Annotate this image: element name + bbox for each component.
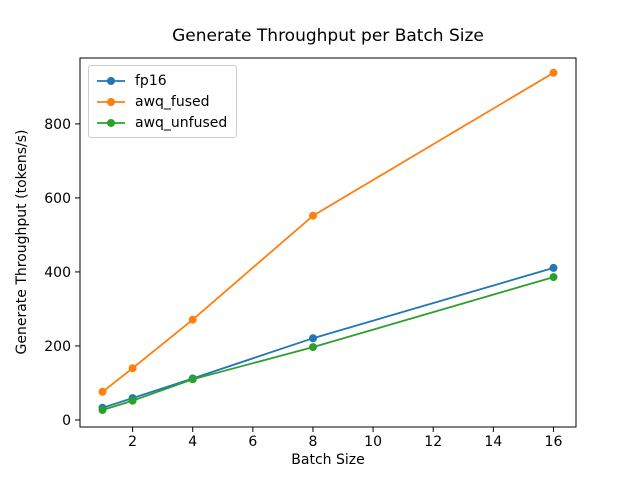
legend-entry-awq_unfused: awq_unfused	[96, 112, 227, 133]
data-point-awq_fused	[549, 68, 558, 77]
data-point-awq_unfused	[128, 396, 137, 405]
series-line-awq_unfused	[102, 276, 554, 411]
y-tick-label: 400	[44, 265, 71, 281]
y-tick-label: 600	[44, 191, 71, 207]
x-tick-label: 4	[188, 434, 197, 450]
legend-line-marker-icon	[97, 97, 125, 106]
x-tick-label: 6	[248, 434, 257, 450]
y-tick-label: 0	[62, 413, 71, 429]
data-point-awq_fused	[309, 211, 317, 220]
y-tick-label: 200	[44, 339, 71, 355]
data-point-awq_fused	[188, 315, 197, 324]
data-point-awq_fused	[128, 364, 137, 373]
axes-spines	[79, 57, 577, 428]
data-point-awq_unfused	[549, 273, 558, 282]
data-point-awq_unfused	[98, 406, 107, 414]
x-tick-label: 16	[545, 434, 563, 450]
legend-entry-awq_fused: awq_fused	[96, 91, 227, 112]
legend: fp16 awq_fused awq_unfused	[88, 65, 238, 138]
data-point-awq_unfused	[188, 375, 197, 384]
x-tick-label: 14	[484, 434, 502, 450]
legend-entry-fp16: fp16	[96, 70, 227, 91]
chart-title: Generate Throughput per Batch Size	[172, 26, 484, 46]
x-tick-label: 2	[128, 434, 137, 450]
x-tick-label: 8	[309, 434, 318, 450]
y-tick-label: 800	[44, 117, 71, 133]
legend-line-marker-icon	[97, 76, 125, 85]
legend-label: awq_unfused	[135, 114, 228, 131]
data-point-fp16	[549, 263, 558, 272]
legend-line-marker-icon	[97, 118, 125, 127]
legend-label: fp16	[135, 72, 167, 89]
legend-label: awq_fused	[135, 93, 210, 110]
data-point-fp16	[309, 334, 317, 343]
x-tick-label: 10	[364, 434, 382, 450]
data-point-awq_unfused	[309, 343, 317, 352]
y-axis-label: Generate Throughput (tokens/s)	[14, 129, 30, 355]
x-tick-label: 12	[424, 434, 442, 450]
x-axis-label: Batch Size	[291, 452, 365, 468]
data-point-awq_fused	[98, 387, 107, 396]
